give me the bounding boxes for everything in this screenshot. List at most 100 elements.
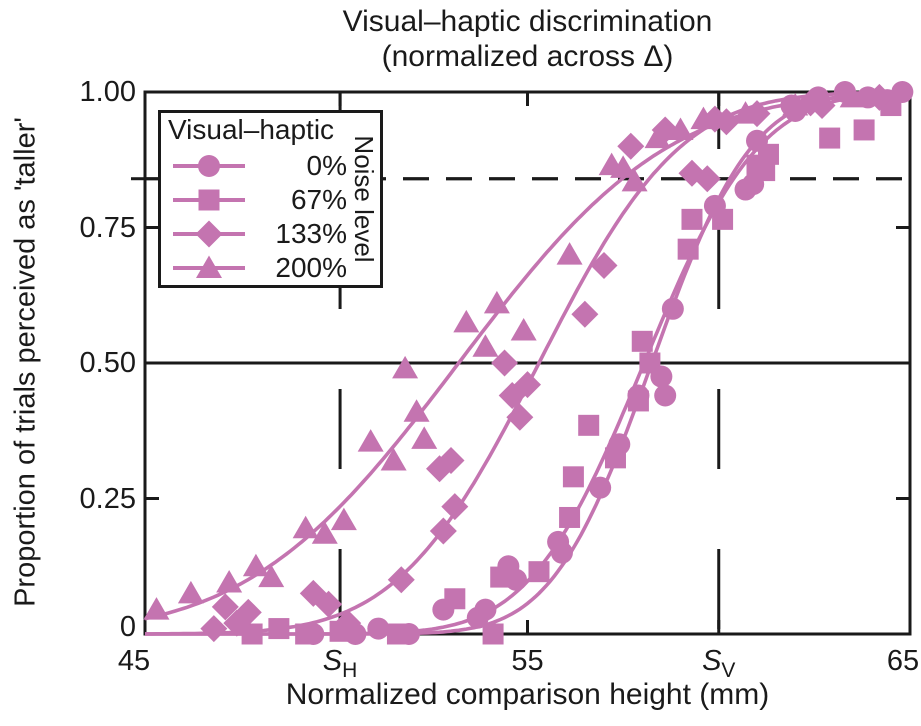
marker-square bbox=[604, 447, 626, 469]
marker-triangle bbox=[839, 84, 866, 108]
y-tick-label-0.25: 0.25 bbox=[79, 482, 136, 515]
marker-triangle bbox=[392, 355, 419, 379]
chart-title: Visual–haptic discrimination (normalized… bbox=[145, 4, 910, 74]
legend-entry-label: 0% bbox=[306, 150, 347, 181]
marker-diamond bbox=[701, 105, 729, 133]
chart-title-line1: Visual–haptic discrimination bbox=[342, 5, 713, 38]
marker-circle bbox=[367, 617, 390, 640]
marker-triangle bbox=[292, 515, 319, 539]
marker-triangle bbox=[690, 106, 717, 130]
legend-entry-67%: 67% bbox=[169, 183, 347, 217]
marker-square bbox=[712, 208, 734, 230]
marker-diamond bbox=[506, 403, 534, 431]
x-axis-label: Normalized comparison height (mm) bbox=[285, 678, 770, 711]
marker-circle bbox=[589, 476, 612, 499]
legend-marker-circle-icon bbox=[173, 155, 245, 177]
marker-triangle bbox=[483, 290, 510, 314]
marker-diamond bbox=[441, 493, 469, 521]
marker-diamond bbox=[437, 447, 465, 475]
legend-side-label: Noise level bbox=[349, 135, 379, 263]
marker-triangle bbox=[311, 521, 338, 544]
marker-square bbox=[578, 414, 600, 436]
marker-square bbox=[562, 466, 584, 488]
x-tick-label-45: 45 bbox=[117, 645, 151, 677]
legend-entry-200%: 200% bbox=[169, 251, 347, 285]
marker-square bbox=[639, 352, 661, 374]
marker-square bbox=[853, 119, 875, 141]
legend: Visual–haptic Noise level 0% 67% 133% 200% bbox=[158, 110, 383, 288]
marker-square bbox=[681, 208, 703, 230]
marker-square bbox=[757, 143, 779, 165]
legend-entry-0%: 0% bbox=[169, 149, 347, 183]
marker-diamond bbox=[571, 300, 599, 328]
marker-square bbox=[559, 506, 581, 528]
marker-triangle bbox=[357, 429, 384, 452]
marker-triangle bbox=[732, 101, 759, 124]
marker-triangle bbox=[610, 155, 637, 178]
marker-triangle bbox=[330, 507, 357, 531]
marker-triangle bbox=[143, 597, 170, 620]
marker-triangle bbox=[411, 426, 438, 449]
marker-diamond bbox=[865, 83, 893, 111]
marker-triangle bbox=[258, 564, 285, 588]
marker-diamond bbox=[429, 517, 457, 545]
marker-circle bbox=[661, 297, 684, 320]
marker-square bbox=[627, 390, 649, 412]
x-tick-label-55: 55 bbox=[511, 645, 544, 677]
marker-triangle bbox=[177, 580, 204, 604]
legend-entry-label: 67% bbox=[290, 184, 347, 215]
legend-marker-square-icon bbox=[173, 189, 245, 211]
legend-entry-133%: 133% bbox=[169, 217, 347, 251]
marker-diamond bbox=[315, 590, 343, 618]
marker-diamond bbox=[712, 108, 740, 136]
marker-diamond bbox=[514, 371, 541, 399]
y-tick-label-0: 0 bbox=[119, 611, 136, 643]
marker-square bbox=[482, 623, 504, 645]
marker-square bbox=[444, 588, 466, 610]
marker-diamond bbox=[234, 598, 262, 626]
marker-square bbox=[386, 623, 408, 645]
marker-triangle bbox=[667, 117, 694, 140]
x-tick-label-SH: SH bbox=[322, 645, 358, 682]
marker-triangle bbox=[453, 309, 480, 333]
x-tick-label-65: 65 bbox=[886, 645, 920, 677]
marker-triangle bbox=[242, 553, 269, 577]
marker-triangle bbox=[556, 242, 583, 265]
marker-diamond bbox=[693, 165, 721, 193]
y-axis-label: Proportion of trials perceived as 'talle… bbox=[9, 117, 42, 607]
marker-square bbox=[295, 623, 317, 645]
legend-entry-label: 200% bbox=[275, 252, 347, 283]
marker-diamond bbox=[387, 566, 415, 594]
x-tick-label-SV: SV bbox=[702, 645, 736, 682]
marker-square bbox=[631, 330, 653, 352]
marker-diamond bbox=[334, 609, 362, 637]
marker-square bbox=[528, 561, 550, 583]
marker-diamond bbox=[200, 615, 228, 643]
marker-square bbox=[754, 160, 776, 182]
legend-marker-triangle-icon bbox=[173, 255, 245, 278]
marker-circle bbox=[654, 384, 677, 407]
legend-marker-diamond-icon bbox=[173, 220, 245, 248]
marker-triangle bbox=[403, 399, 430, 422]
y-tick-label-1.00: 1.00 bbox=[79, 76, 136, 108]
marker-diamond bbox=[617, 132, 645, 160]
marker-triangle bbox=[380, 448, 407, 471]
marker-diamond bbox=[211, 593, 239, 621]
legend-entries: 0% 67% 133% 200% bbox=[169, 149, 347, 285]
marker-square bbox=[241, 623, 263, 645]
marker-square bbox=[268, 618, 290, 640]
chart-title-line2: (normalized across Δ) bbox=[381, 40, 674, 73]
marker-triangle bbox=[644, 125, 671, 149]
marker-triangle bbox=[216, 570, 243, 593]
marker-triangle bbox=[472, 334, 499, 357]
marker-diamond bbox=[808, 92, 836, 120]
marker-square bbox=[677, 238, 699, 260]
marker-triangle bbox=[782, 93, 809, 116]
marker-triangle bbox=[621, 168, 648, 192]
legend-title: Visual–haptic bbox=[168, 114, 335, 145]
y-tick-label-0.75: 0.75 bbox=[79, 211, 136, 244]
legend-entry-label: 133% bbox=[275, 218, 347, 249]
marker-circle bbox=[474, 598, 497, 621]
